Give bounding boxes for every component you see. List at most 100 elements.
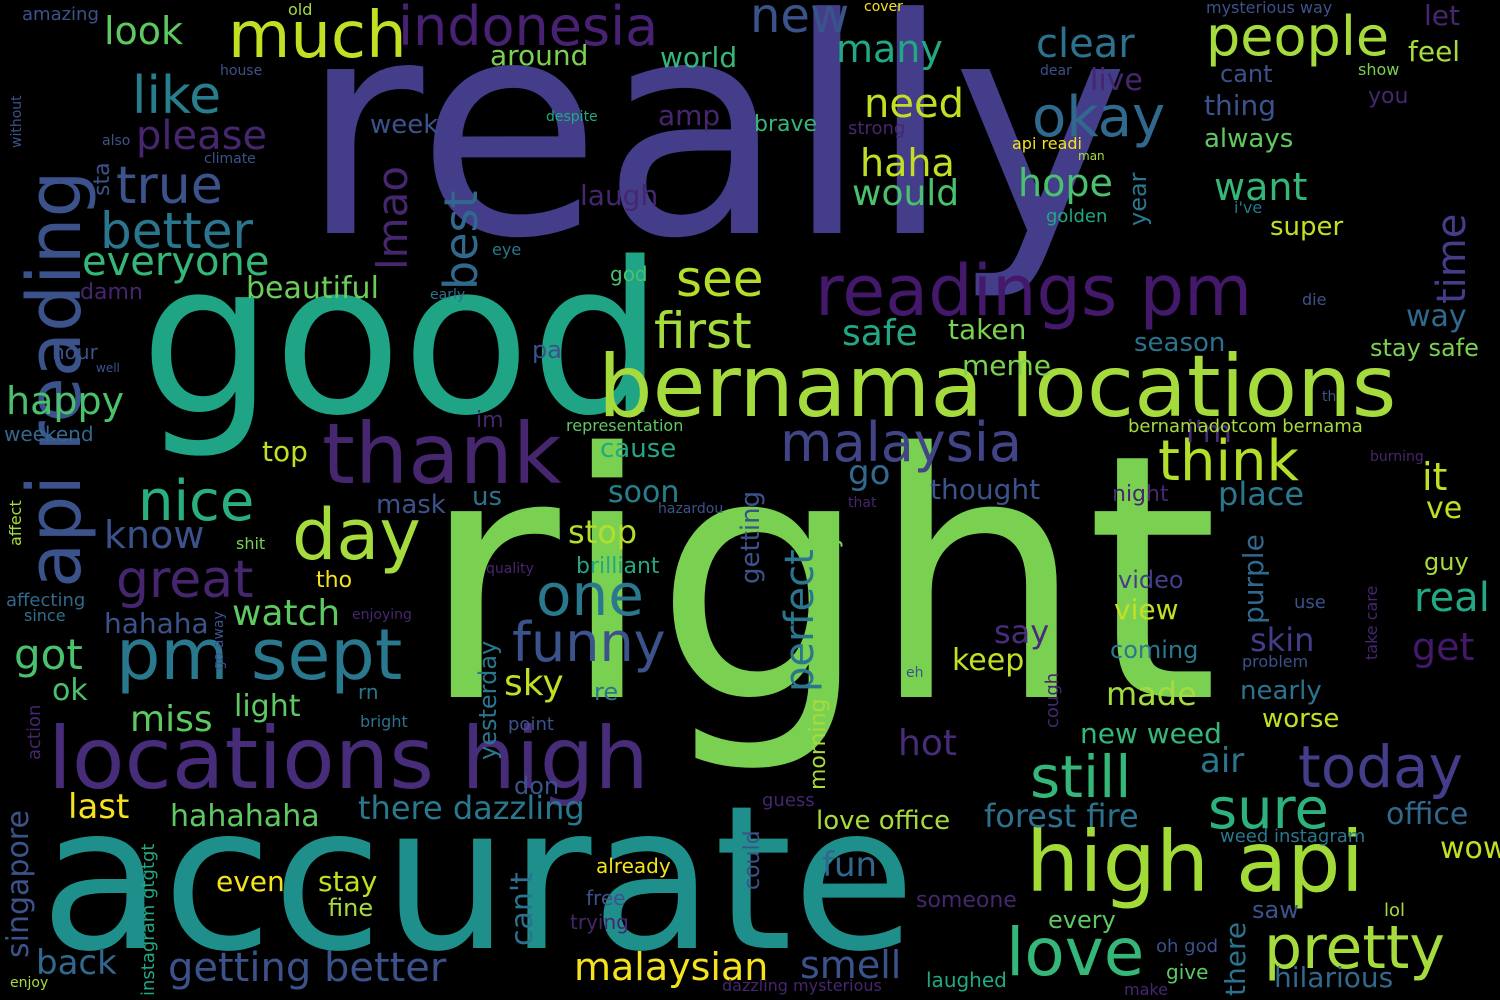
word-malaysian: malaysian [574,945,769,989]
word-place: place [1218,475,1305,513]
word-soon: soon [608,475,680,510]
word-love: love [1006,914,1145,991]
word-indonesia: indonesia [398,0,659,58]
word-hot: hot [898,723,957,764]
word-ok: ok [52,673,88,708]
word-eye: eye [492,240,522,259]
word-instagram-gtgtgt: instagram gtgtgt [138,843,159,996]
word-don: don [514,772,560,800]
word-affect: affect [6,500,25,546]
word-weed-instagram: weed instagram [1220,826,1366,847]
word-im-apos: i'm [1186,415,1232,450]
word-early: early [430,287,466,303]
word-better: better [100,202,254,260]
word-amazing: amazing [22,4,99,25]
word-would: would [852,173,960,214]
word-good: good [140,217,664,462]
word-lmao: lmao [368,165,417,270]
word-live: live [1090,63,1143,98]
word-love-office: love office [816,806,951,836]
word-thing: thing [1204,89,1277,122]
word-last: last [68,787,130,827]
word-strong: strong [848,118,906,139]
word-world: world [660,41,738,74]
word-one: one [536,561,644,629]
word-representation: representation [566,416,684,435]
word-problem: problem [1242,652,1309,671]
word-want: want [1214,165,1308,209]
word-safe: safe [842,313,918,354]
word-there-dazzling: there dazzling [358,789,585,827]
word-night: night [1112,482,1169,507]
word-enjoying: enjoying [352,607,412,623]
word-back: back [36,943,117,983]
word-happy: happy [6,379,125,423]
word-hahahaha: hahahaha [170,799,320,834]
word-that: that [848,495,877,511]
word-man: man [1078,149,1105,163]
word-damn: damn [80,280,143,305]
word-make: make [1124,980,1168,999]
word-new: new [750,0,850,44]
word-hazardou: hazardou [658,501,724,517]
word-way: way [1406,299,1467,334]
word-ve: ve [1426,491,1463,526]
word-real: real [1414,575,1490,621]
word-malaysia: malaysia [780,411,1022,474]
word-beautiful: beautiful [246,271,379,306]
word-yesterday: yesterday [474,640,502,760]
word-much: much [228,0,407,73]
word-office: office [1386,797,1469,832]
word-today: today [1298,733,1463,801]
word-hahaha: hahaha [104,607,209,640]
word-brave: brave [754,112,818,137]
word-still: still [1030,743,1132,811]
word-th: th [1322,389,1337,405]
word-stay-safe: stay safe [1370,334,1479,362]
word-point: point [508,714,554,735]
word-laughed: laughed [926,968,1007,992]
word-meme: meme [962,349,1052,382]
word-re: re [594,678,619,706]
word-trying: trying [570,910,629,934]
word-many: many [836,27,943,71]
word-even: even [216,865,285,898]
word-week: week [370,110,439,140]
word-know: know [104,513,205,557]
word-also: also [102,133,131,149]
word-need: need [864,81,964,127]
word-air: air [1200,741,1245,781]
word-give: give [1166,960,1209,984]
word-day: day [292,494,421,576]
word-show: show [1358,60,1400,79]
word-let: let [1424,0,1460,32]
word-think: think [1158,429,1299,494]
word-super: super [1270,212,1344,242]
word-every: every [1048,906,1116,934]
word-season: season [1134,328,1226,358]
word-coming: coming [1110,636,1199,664]
word-tho: tho [316,568,353,593]
word-cough: cough [1042,672,1063,728]
word-die: die [1302,290,1327,309]
word-amp: amp [658,99,721,132]
word-right: right [420,382,1219,778]
word-mask: mask [376,490,446,520]
word-keep: keep [952,643,1025,678]
word-sky: sky [504,663,564,704]
word-since: since [24,606,66,625]
word-say: say [994,613,1050,651]
word-worse: worse [1262,704,1340,734]
word-brilliant: brilliant [576,554,660,579]
word-got: got [14,630,83,679]
word-shit: shit [236,534,266,553]
word-true: true [116,156,223,216]
word-hour: hour [52,340,98,364]
word-despite: despite [546,109,598,125]
word-first: first [654,302,752,360]
word-action: action [24,704,45,760]
word-dazzling-mysterious: dazzling mysterious [722,976,882,995]
word-clear: clear [1036,21,1135,67]
word-always: always [1204,124,1294,154]
word-haha: haha [860,141,955,185]
